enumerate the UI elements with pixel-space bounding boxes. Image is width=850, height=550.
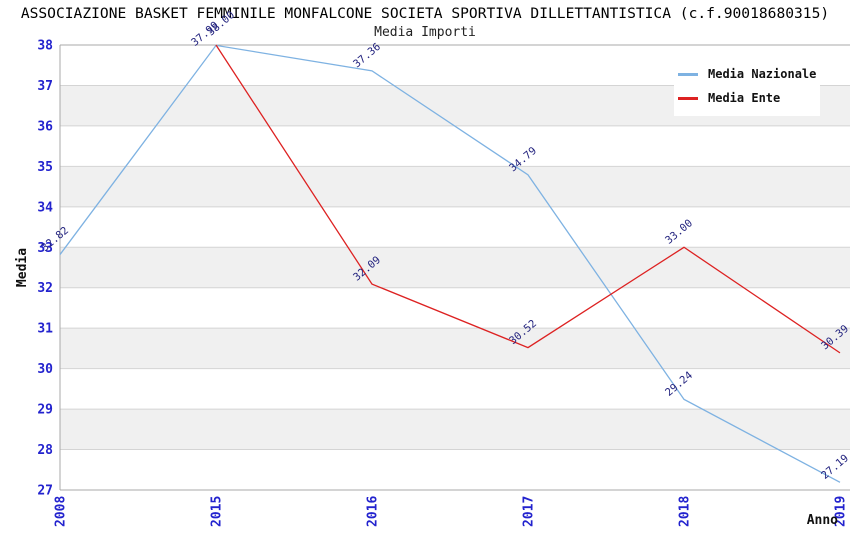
- y-tick-label: 30: [37, 362, 53, 377]
- plot-band: [60, 166, 850, 207]
- data-point-label: 27.19: [819, 452, 850, 482]
- chart-title: ASSOCIAZIONE BASKET FEMMINILE MONFALCONE…: [20, 5, 830, 22]
- y-tick-label: 32: [37, 281, 53, 296]
- y-axis-title: Media: [15, 248, 30, 287]
- x-tick-label: 2019: [834, 496, 849, 527]
- x-tick-label: 2015: [210, 496, 225, 527]
- y-tick-label: 31: [37, 322, 53, 337]
- y-tick-label: 37: [37, 79, 53, 94]
- x-tick-label: 2018: [678, 496, 693, 527]
- x-axis-title: Anno: [807, 513, 838, 528]
- y-tick-label: 35: [37, 160, 53, 175]
- media-nazionale-line-swatch: [678, 72, 698, 76]
- y-tick-label: 36: [37, 119, 53, 134]
- y-tick-label: 34: [37, 200, 53, 215]
- legend-item-media-nazionale: Media Nazionale: [678, 62, 818, 86]
- plot-band: [60, 328, 850, 369]
- legend-label-media-ente: Media Ente: [708, 91, 781, 105]
- data-point-label: 29.24: [663, 369, 695, 399]
- x-tick-label: 2017: [522, 496, 537, 527]
- legend: Media Nazionale Media Ente: [674, 58, 820, 116]
- series-line-media-nazionale: [59, 44, 841, 483]
- x-tick-label: 2016: [366, 496, 381, 527]
- y-tick-label: 29: [37, 403, 53, 418]
- legend-label-media-nazionale: Media Nazionale: [708, 67, 817, 81]
- data-point-label: 33.00: [663, 217, 695, 247]
- plot-band: [60, 247, 850, 288]
- y-tick-label: 33: [37, 241, 53, 256]
- y-tick-label: 27: [37, 484, 53, 499]
- media-ente-line-swatch: [678, 96, 698, 100]
- y-tick-label: 28: [37, 443, 53, 458]
- legend-item-media-ente: Media Ente: [678, 86, 818, 110]
- plot-band: [60, 409, 850, 450]
- series-line-media-ente: [215, 44, 841, 354]
- x-tick-label: 2008: [54, 496, 69, 527]
- chart-subtitle: Media Importi: [374, 25, 476, 40]
- y-tick-label: 38: [37, 39, 53, 54]
